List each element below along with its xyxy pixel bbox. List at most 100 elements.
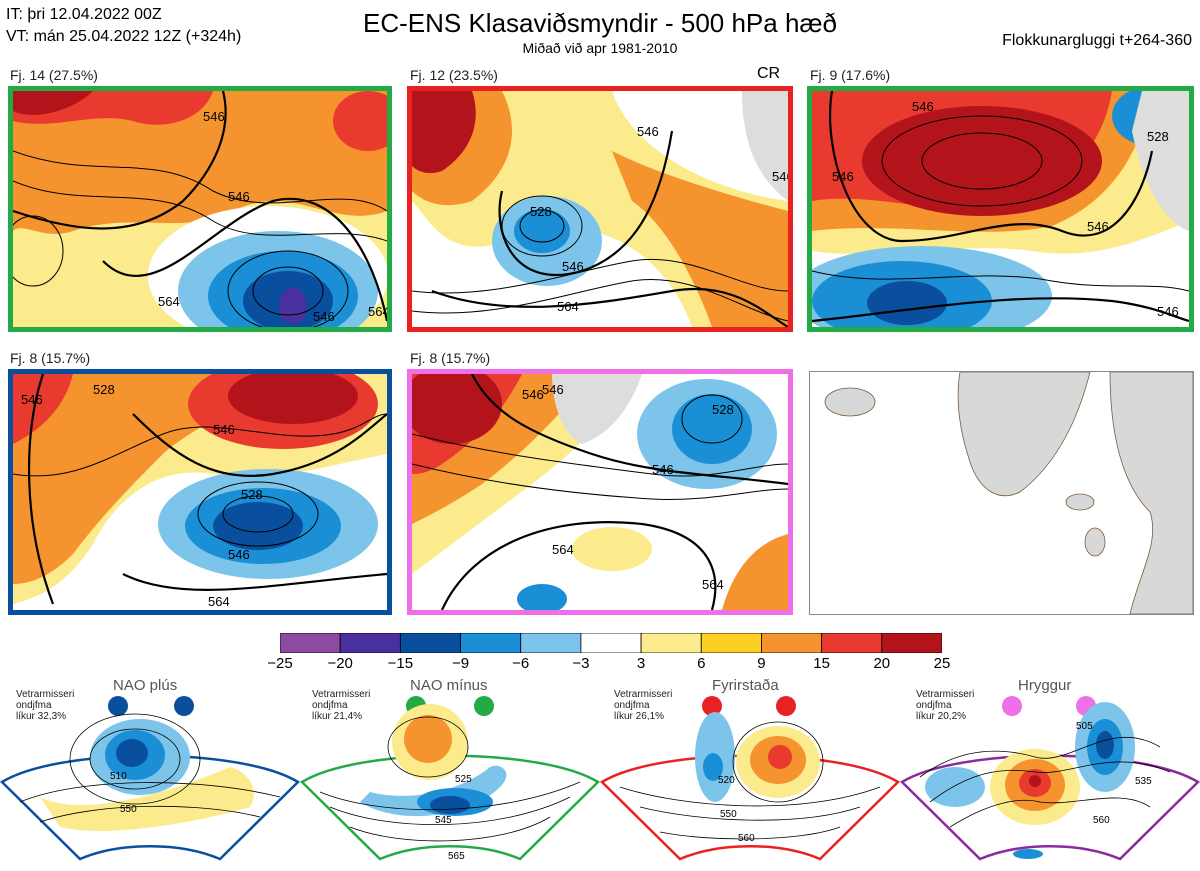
empty-map-panel: [809, 371, 1194, 615]
contour-label: 546: [772, 169, 788, 184]
positive-anomaly-red-east: [333, 91, 387, 151]
contour-label: 560: [1093, 815, 1110, 826]
positive-anomaly-dark-red: [412, 91, 476, 174]
positive-anomaly-red: [768, 745, 792, 769]
colorbar-tick-label: −3: [572, 655, 590, 672]
contour-label: 550: [120, 804, 137, 815]
regime-map: 520 550 560: [600, 696, 900, 861]
height-contours: [412, 394, 788, 500]
regime-info: Vetrarmisseri ondjfma líkur 21,4%: [312, 689, 371, 722]
colorbar-bin: [640, 633, 702, 653]
contour-label: 535: [1135, 776, 1152, 787]
colorbar-tick-label: 3: [636, 655, 646, 672]
header-info: IT: þri 12.04.2022 00Z VT: mán 25.04.202…: [6, 4, 241, 48]
regime-marker-icon: [174, 696, 194, 716]
negative-anomaly-dark-blue: [213, 502, 303, 550]
cluster-map-4-plot: 546 528 546 528 546 564: [13, 374, 387, 610]
cluster-label-3: Fj. 9 (17.6%): [810, 67, 891, 83]
colorbar: [280, 633, 942, 653]
negative-anomaly-blue: [672, 394, 752, 464]
regime-ridge: Vetrarmisseri ondjfma líkur 20,2% Hryggur …: [900, 677, 1200, 867]
land-greenland: [552, 374, 642, 444]
contour-label: 546: [562, 259, 584, 274]
contour-label: 546: [21, 392, 43, 407]
empty-map-plot: [824, 372, 1193, 614]
colorbar-bin: [399, 633, 461, 653]
land-greenland: [957, 372, 1091, 497]
regime-marker-icon: [776, 696, 796, 716]
bold-height-contours: [13, 91, 387, 322]
contour-label: 528: [1147, 129, 1169, 144]
contour-label: 546: [203, 109, 225, 124]
colorbar-bin: [520, 633, 582, 653]
cluster-label-4: Fj. 8 (15.7%): [10, 350, 91, 366]
regime-info: Vetrarmisseri ondjfma líkur 20,2%: [916, 689, 975, 722]
contour-label: 546: [313, 309, 335, 324]
bold-height-contours: [812, 91, 1189, 323]
regime-title: NAO mínus: [410, 677, 488, 694]
contour-label: 545: [435, 815, 452, 826]
negative-anomaly-dark-blue: [430, 796, 470, 814]
positive-anomaly-dark-red: [13, 91, 93, 115]
contour-label: 546: [637, 124, 659, 139]
height-contours: [19, 713, 281, 823]
cluster-map-1: 546 546 564 546 564: [8, 86, 392, 332]
regime-info: Vetrarmisseri ondjfma líkur 26,1%: [614, 689, 673, 722]
negative-anomaly-dark-blue: [1096, 731, 1114, 759]
positive-anomaly-orange: [404, 715, 452, 763]
land-greenland: [1132, 91, 1189, 231]
cluster-map-3: 546 546 528 546 546: [807, 86, 1194, 332]
negative-anomaly-blue-south: [1013, 849, 1043, 859]
land-iceland: [1065, 493, 1095, 511]
contour-label: 564: [158, 294, 180, 309]
contour-label: 546: [228, 189, 250, 204]
contour-label: 565: [448, 851, 465, 862]
classification-window: Flokkunargluggi t+264-360: [1002, 32, 1192, 49]
bold-height-contours: [431, 130, 788, 327]
regime-marker-icon: [1002, 696, 1022, 716]
land-canada: [824, 387, 876, 417]
contour-label: 546: [542, 382, 564, 397]
negative-anomaly-dark-blue: [116, 739, 148, 767]
regime-title: Fyrirstaða: [712, 677, 779, 694]
negative-anomaly-dark-blue: [867, 281, 947, 325]
colorbar-tick-label: −9: [451, 655, 470, 672]
contour-label: 546: [228, 547, 250, 562]
regime-marker-icon: [702, 696, 722, 716]
colorbar-tick-label: 15: [813, 655, 830, 672]
land-europe: [1109, 372, 1193, 614]
height-contours: [919, 736, 1171, 828]
cluster-label-1: Fj. 14 (27.5%): [10, 67, 98, 83]
regime-map: 505 535 560: [900, 696, 1200, 861]
chart-title: EC-ENS Klasaviðsmyndir - 500 hPa hæð: [363, 8, 837, 38]
cluster-label-5: Fj. 8 (15.7%): [410, 350, 491, 366]
contour-label: 546: [1157, 304, 1179, 319]
colorbar-bin: [460, 633, 522, 653]
regime-marker-icon: [474, 696, 494, 716]
negative-anomaly-blue: [514, 209, 570, 253]
negative-anomaly-blue: [703, 753, 723, 781]
height-contours: [619, 721, 881, 840]
negative-anomaly-blue-south: [517, 584, 567, 610]
contour-label: 560: [738, 833, 755, 844]
colorbar-tick-label: 25: [933, 655, 951, 672]
colorbar-bin: [700, 633, 762, 653]
regime-sector: [600, 754, 900, 861]
initial-time: IT: þri 12.04.2022 00Z: [6, 6, 162, 23]
positive-anomaly-yellow-center: [572, 527, 652, 571]
valid-time: VT: mán 25.04.2022 12Z (+324h): [6, 28, 242, 45]
colorbar-tick-label: −20: [327, 655, 353, 672]
regime-map: 525 545 565: [300, 696, 600, 862]
colorbar-bin: [580, 633, 642, 653]
positive-anomaly-dark-red: [412, 374, 502, 444]
land-british-isles: [1084, 527, 1106, 557]
contour-label: 546: [652, 462, 674, 477]
cluster-map-2-plot: 546 546 528 546 564: [412, 91, 788, 327]
positive-anomaly-orange-southeast: [722, 534, 788, 610]
contour-label: 546: [1087, 219, 1109, 234]
contour-label: 528: [241, 487, 263, 502]
positive-anomaly-dark-red: [862, 106, 1102, 216]
contour-label: 546: [912, 99, 934, 114]
bold-height-contours: [27, 374, 387, 605]
regime-nao-minus: Vetrarmisseri ondjfma líkur 21,4% NAO mínu…: [300, 677, 600, 867]
